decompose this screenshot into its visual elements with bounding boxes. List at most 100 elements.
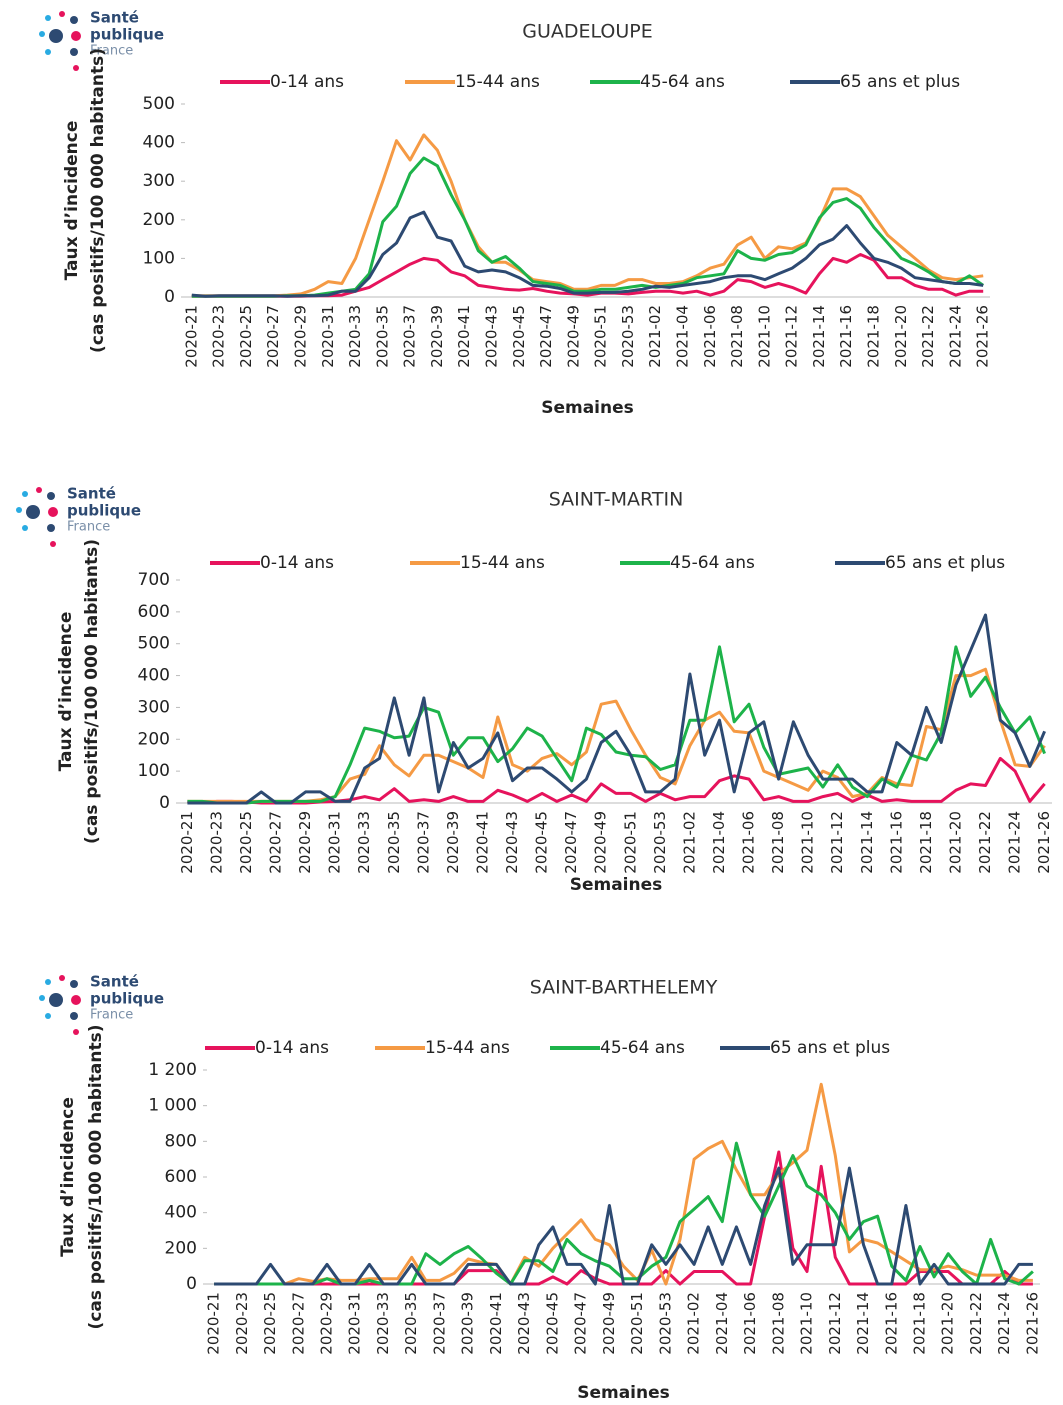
- x-tick-label: 2021-12: [783, 305, 801, 368]
- series-line: [191, 133, 984, 298]
- logo-dot: [59, 11, 65, 17]
- logo-dot: [70, 48, 78, 56]
- logo-dot: [39, 995, 45, 1001]
- x-tick-label: 2021-18: [910, 1292, 928, 1355]
- legend-label: 65 ans et plus: [840, 72, 960, 92]
- x-tick-label: 2020-33: [346, 305, 364, 368]
- series-line: [191, 210, 984, 298]
- x-tick-label: 2021-22: [967, 1292, 985, 1355]
- logo-text: publique: [67, 502, 141, 520]
- series-line: [191, 156, 985, 298]
- x-tick-label: 2020-45: [533, 811, 551, 874]
- x-tick-label: 2020-41: [455, 305, 473, 368]
- logo-dot: [71, 995, 81, 1005]
- chart-title: GUADELOUPE: [522, 21, 653, 43]
- x-tick-label: 2021-24: [1006, 811, 1024, 874]
- logo-text: Santé: [90, 9, 139, 27]
- logo-dot: [45, 49, 51, 55]
- x-tick-label: 2020-35: [385, 811, 403, 874]
- y-axis-title: (cas positifs/100 000 habitants): [86, 1025, 106, 1330]
- x-tick-label: 2020-43: [503, 811, 521, 874]
- x-tick-label: 2020-51: [621, 811, 639, 874]
- x-tick-label: 2020-49: [600, 1292, 618, 1355]
- x-tick-label: 2020-25: [237, 305, 255, 368]
- x-tick-label: 2020-37: [414, 811, 432, 874]
- x-tick-label: 2020-23: [233, 1292, 251, 1355]
- x-tick-label: 2021-22: [919, 305, 937, 368]
- x-tick-label: 2020-51: [592, 305, 610, 368]
- logo-dot: [22, 491, 28, 497]
- x-tick-label: 2021-02: [685, 1292, 703, 1355]
- logo-text: publique: [90, 26, 164, 44]
- x-tick-label: 2020-31: [346, 1292, 364, 1355]
- x-tick-label: 2021-20: [939, 1292, 957, 1355]
- logo-dot: [59, 975, 65, 981]
- x-tick-label: 2021-16: [887, 811, 905, 874]
- y-tick-label: 400: [143, 133, 175, 153]
- x-tick-label: 2021-16: [882, 1292, 900, 1355]
- x-tick-label: 2020-53: [656, 1292, 674, 1355]
- legend-label: 0-14 ans: [270, 72, 344, 92]
- x-tick-label: 2021-26: [1023, 1292, 1041, 1355]
- x-tick-label: 2021-24: [995, 1292, 1013, 1355]
- y-tick-label: 700: [138, 570, 170, 590]
- logo-dot: [73, 1029, 79, 1035]
- x-tick-label: 2021-24: [946, 305, 964, 368]
- logo-text: publique: [90, 990, 164, 1008]
- x-tick-label: 2020-23: [210, 305, 228, 368]
- y-tick-label: 800: [165, 1131, 197, 1151]
- y-tick-label: 400: [138, 666, 170, 686]
- logo-text: France: [67, 520, 110, 535]
- x-tick-label: 2020-25: [237, 811, 255, 874]
- y-axis-title: (cas positifs/100 000 habitants): [88, 48, 108, 353]
- x-tick-label: 2020-29: [296, 811, 314, 874]
- series-line: [187, 645, 1046, 805]
- x-tick-label: 2020-35: [402, 1292, 420, 1355]
- logo-text: France: [90, 44, 133, 59]
- y-tick-label: 500: [143, 94, 175, 114]
- x-tick-label: 2021-06: [741, 1292, 759, 1355]
- x-axis-title: Semaines: [541, 398, 634, 418]
- logo-dot: [26, 505, 40, 519]
- x-tick-label: 2021-14: [854, 1292, 872, 1355]
- x-tick-label: 2020-47: [562, 811, 580, 874]
- logo-dot: [71, 31, 81, 41]
- x-tick-label: 2020-39: [428, 305, 446, 368]
- x-tick-label: 2020-49: [592, 811, 610, 874]
- x-tick-label: 2021-18: [917, 811, 935, 874]
- x-tick-label: 2020-29: [291, 305, 309, 368]
- legend-label: 45-64 ans: [600, 1038, 685, 1058]
- logo-dot: [47, 492, 55, 500]
- x-tick-label: 2020-53: [651, 811, 669, 874]
- x-tick-label: 2020-31: [319, 305, 337, 368]
- y-tick-label: 200: [143, 210, 175, 230]
- y-tick-label: 600: [165, 1167, 197, 1187]
- x-tick-label: 2020-41: [487, 1292, 505, 1355]
- logo-text: Santé: [67, 485, 116, 503]
- x-tick-label: 2021-10: [755, 305, 773, 368]
- x-tick-label: 2021-04: [710, 811, 728, 874]
- x-tick-label: 2021-12: [826, 1292, 844, 1355]
- x-tick-label: 2020-21: [178, 811, 196, 874]
- x-tick-label: 2020-27: [264, 305, 282, 368]
- legend-label: 45-64 ans: [640, 72, 725, 92]
- x-tick-label: 2020-41: [473, 811, 491, 874]
- logo-dot: [16, 507, 22, 513]
- x-tick-label: 2021-06: [740, 811, 758, 874]
- x-tick-label: 2020-23: [207, 811, 225, 874]
- x-tick-label: 2021-18: [865, 305, 883, 368]
- x-tick-label: 2021-14: [858, 811, 876, 874]
- y-tick-label: 1 000: [148, 1096, 197, 1116]
- x-tick-label: 2021-10: [799, 811, 817, 874]
- logo-dot: [70, 1012, 78, 1020]
- x-axis-title: Semaines: [570, 875, 663, 895]
- series-line: [187, 613, 1046, 805]
- x-tick-label: 2021-12: [828, 811, 846, 874]
- x-tick-label: 2021-14: [810, 305, 828, 368]
- x-tick-label: 2020-27: [289, 1292, 307, 1355]
- x-tick-label: 2021-02: [646, 305, 664, 368]
- x-tick-label: 2020-45: [543, 1292, 561, 1355]
- y-axis-title: (cas positifs/100 000 habitants): [82, 539, 102, 844]
- logo-dot: [45, 979, 51, 985]
- legend-label: 45-64 ans: [670, 553, 755, 573]
